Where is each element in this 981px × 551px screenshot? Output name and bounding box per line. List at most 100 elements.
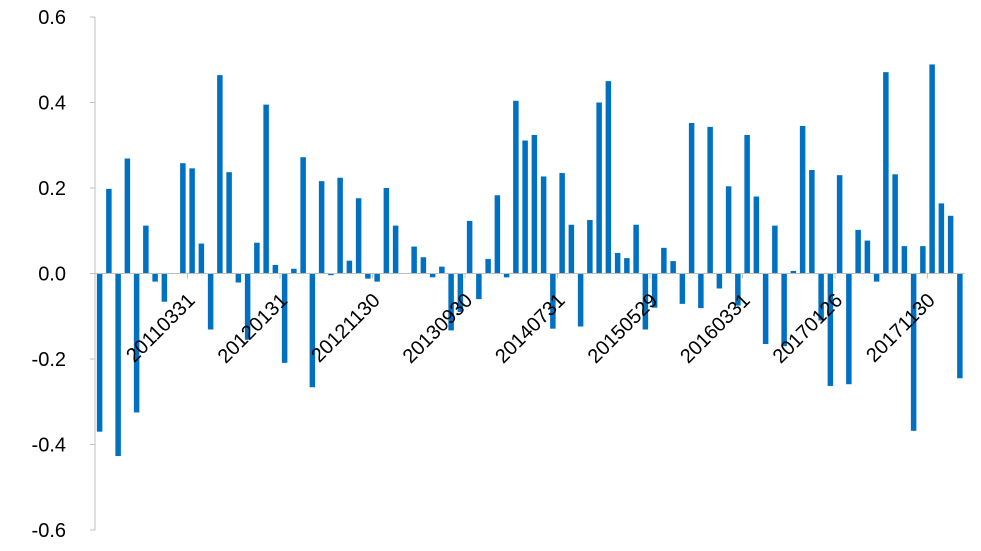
bar bbox=[725, 186, 732, 274]
x-tick-label: 20160331 bbox=[676, 289, 754, 367]
bar bbox=[938, 203, 945, 274]
bar bbox=[355, 198, 362, 274]
bar bbox=[568, 224, 575, 274]
bar bbox=[244, 273, 251, 340]
bar bbox=[716, 273, 723, 289]
bar bbox=[642, 273, 649, 330]
bar bbox=[947, 215, 954, 274]
bar bbox=[550, 273, 556, 329]
bar bbox=[383, 188, 390, 274]
bar bbox=[115, 273, 121, 457]
bar bbox=[707, 126, 713, 274]
bar bbox=[670, 261, 676, 274]
bar bbox=[466, 220, 473, 274]
bar bbox=[679, 273, 686, 304]
bar bbox=[96, 273, 103, 432]
bar bbox=[180, 163, 186, 274]
bar bbox=[392, 225, 399, 274]
bar bbox=[781, 273, 787, 347]
bar bbox=[281, 273, 288, 363]
bar bbox=[836, 175, 843, 274]
bar bbox=[152, 273, 158, 282]
x-tick-label: 20140731 bbox=[491, 289, 569, 367]
y-tick-label: 0.2 bbox=[38, 178, 66, 200]
bar bbox=[263, 104, 269, 274]
bar bbox=[143, 225, 149, 274]
bar bbox=[318, 181, 325, 274]
bar bbox=[207, 273, 214, 330]
bar bbox=[411, 246, 417, 274]
x-tick-label: 20110331 bbox=[122, 289, 199, 366]
y-tick-label: -0.6 bbox=[32, 520, 66, 542]
bar bbox=[957, 273, 963, 379]
x-tick-label: 20120131 bbox=[214, 289, 292, 367]
bar bbox=[577, 273, 584, 327]
bar bbox=[809, 170, 815, 274]
bar bbox=[587, 220, 593, 274]
bar bbox=[235, 273, 242, 283]
bar bbox=[254, 242, 260, 274]
bar bbox=[540, 176, 547, 274]
bar bbox=[513, 100, 519, 274]
bar bbox=[762, 273, 769, 345]
bar bbox=[772, 225, 778, 274]
bars-group bbox=[96, 64, 963, 457]
bar bbox=[161, 273, 168, 302]
x-axis-ticks: 20110331 20120131 20121130 20130930 20140731… bbox=[122, 273, 940, 368]
bar bbox=[272, 264, 279, 274]
bar bbox=[226, 172, 232, 274]
bar bbox=[476, 273, 482, 300]
bar bbox=[846, 273, 852, 385]
bar bbox=[309, 273, 316, 388]
bar bbox=[883, 72, 889, 274]
bar bbox=[910, 273, 917, 431]
bar bbox=[744, 134, 750, 274]
bar bbox=[688, 123, 695, 274]
x-tick-label: 20121130 bbox=[307, 289, 384, 366]
x-tick-label: 20170126 bbox=[769, 289, 847, 367]
bar bbox=[439, 266, 445, 274]
bar bbox=[420, 257, 427, 274]
bar bbox=[892, 174, 898, 274]
bar bbox=[374, 273, 380, 282]
bar bbox=[901, 246, 908, 274]
bar bbox=[651, 273, 658, 308]
bar bbox=[698, 273, 704, 309]
y-tick-label: 0.0 bbox=[38, 264, 66, 286]
x-tick-label: 20130930 bbox=[399, 289, 477, 367]
bar bbox=[300, 157, 306, 274]
bar bbox=[346, 260, 353, 274]
bar bbox=[217, 75, 223, 274]
bar bbox=[198, 243, 205, 274]
y-tick-label: 0.4 bbox=[38, 93, 66, 115]
bar bbox=[124, 158, 131, 274]
bar bbox=[291, 268, 297, 274]
bar bbox=[559, 173, 565, 274]
bar bbox=[605, 81, 612, 274]
bar bbox=[799, 126, 806, 274]
bar bbox=[818, 273, 824, 321]
bar bbox=[531, 134, 538, 274]
bar bbox=[929, 64, 935, 274]
bar bbox=[328, 273, 334, 276]
bar bbox=[596, 102, 602, 274]
x-tick-label: 20150529 bbox=[584, 289, 662, 367]
bar bbox=[753, 196, 760, 274]
bar bbox=[503, 273, 510, 278]
bar bbox=[633, 224, 639, 274]
x-tick-label: 20171130 bbox=[862, 289, 939, 366]
bar bbox=[827, 273, 834, 386]
bar bbox=[522, 140, 528, 274]
bar bbox=[864, 240, 871, 274]
bar bbox=[614, 252, 621, 274]
bar bbox=[920, 246, 926, 274]
bar bbox=[735, 273, 741, 306]
y-tick-label: -0.2 bbox=[32, 349, 66, 371]
bar bbox=[106, 188, 112, 274]
bar bbox=[661, 247, 667, 274]
bar bbox=[337, 177, 343, 274]
y-tick-label: 0.6 bbox=[38, 7, 66, 29]
bar bbox=[365, 273, 371, 279]
bar bbox=[873, 273, 880, 282]
bar bbox=[485, 258, 491, 274]
